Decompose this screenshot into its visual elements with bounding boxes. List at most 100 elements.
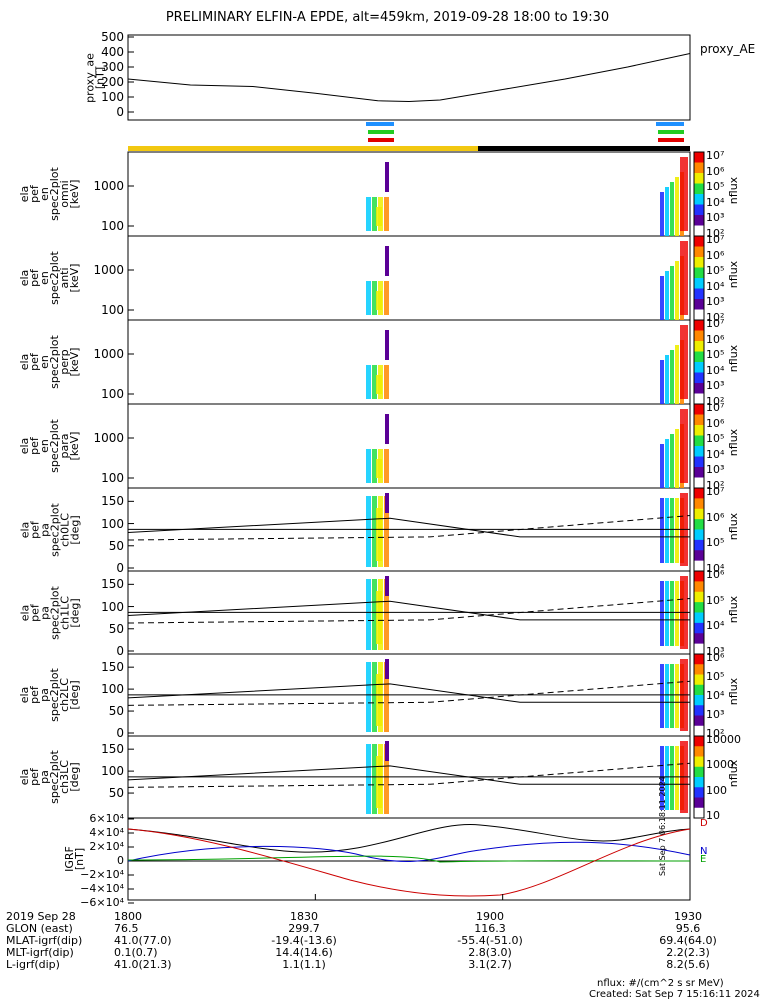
colorbar-segment (694, 777, 704, 788)
colorbar-segment (694, 330, 704, 342)
colorbar-tick-label: 10⁴ (706, 562, 725, 575)
igrf-d-line (127, 828, 691, 897)
colorbar-segment (694, 539, 704, 551)
colorbar-segment (694, 204, 704, 216)
colorbar-tick-label: 10⁵ (706, 670, 725, 683)
colorbar-segment (694, 612, 704, 624)
anti-loss-cone-line (127, 598, 691, 624)
colorbar-segment (694, 288, 704, 300)
spectrogram-pass-2 (660, 746, 664, 810)
colorbar-segment (694, 173, 704, 184)
footer-row-label: 2019 Sep 28 (6, 910, 76, 923)
colorbar-segment (694, 508, 704, 520)
legend-n: N (700, 846, 708, 857)
spectrogram-pass-1 (376, 207, 382, 226)
spectrogram-pass-1 (366, 662, 371, 732)
colorbar-tick-label: 100 (706, 783, 727, 797)
footer-value: 1830 (290, 910, 318, 923)
footer-value: 1.1(1.1) (282, 958, 326, 971)
y-tick-label: 150 (101, 577, 124, 592)
anti-loss-cone-line (127, 680, 691, 706)
colorbar-segment (694, 674, 704, 686)
colorbar-segment (694, 152, 704, 163)
footer-value: 95.6 (675, 922, 701, 935)
spectrogram-pass-1 (372, 744, 377, 814)
spectrogram-pass-1 (385, 162, 389, 192)
y-axis-label: proxy_ae [nT] (83, 52, 106, 103)
spectrogram-pass-2 (660, 498, 664, 563)
colorbar-segment (694, 602, 704, 613)
spectrogram-pass-2 (660, 192, 664, 236)
spectrogram-pass-1 (366, 579, 371, 650)
y-tick-label: 0 (116, 726, 124, 740)
colorbar-tick-label: 10⁷ (706, 233, 725, 246)
colorbar-tick-label: 10⁴ (706, 689, 725, 702)
y-tick-label: 1000 (93, 263, 124, 277)
colorbar-label: nflux (727, 759, 741, 788)
footer-value: 41.0(77.0) (114, 934, 172, 947)
colorbar-segment (694, 320, 704, 331)
colorbar-tick-label: 10⁶ (706, 332, 725, 346)
footer-row-label: L-igrf(dip) (6, 958, 60, 971)
proxy-ae-legend: proxy_AE (700, 42, 756, 56)
colorbar-segment (694, 278, 704, 289)
spectrogram-pass-1 (366, 281, 371, 315)
spectrogram-pass-2 (675, 261, 679, 320)
footer-row-label: GLON (east) (6, 922, 73, 935)
y-axis-label: ela pef en spec2plot perp [keV] (18, 335, 81, 389)
spectrogram-pass-2 (670, 350, 674, 404)
y-axis-label: ela pef pa spec2plot ch3LC [deg] (18, 750, 81, 804)
spectrogram-pass-1 (372, 197, 377, 231)
y-tick-label: 500 (101, 30, 124, 44)
colorbar-frame (693, 735, 705, 819)
legend-d: D (700, 818, 708, 829)
colorbar-segment (694, 684, 704, 696)
colorbar-segment (694, 162, 704, 174)
colorbar-segment (694, 309, 704, 321)
spectrogram-pass-2 (675, 746, 679, 810)
colorbar-segment (694, 236, 704, 247)
colorbar-segment (694, 383, 704, 394)
spectrogram-pass-1 (385, 576, 389, 596)
colorbar-tick-label: 10³ (706, 295, 725, 309)
colorbar-segment (694, 529, 704, 541)
colorbar-segment (694, 664, 704, 675)
spectrogram-pass-2 (660, 360, 664, 404)
spectrogram-pass-2 (665, 187, 669, 236)
panel-frame (127, 403, 691, 489)
y-tick-label: 100 (101, 682, 124, 697)
y-tick-label: 150 (101, 742, 124, 757)
spectrogram-pass-1 (366, 365, 371, 399)
spectrogram-pass-1 (384, 197, 389, 231)
status-bar-green (658, 130, 684, 134)
colorbar-segment (694, 425, 704, 436)
colorbar-tick-label: 10⁶ (706, 651, 725, 664)
colorbar-segment (694, 341, 704, 352)
colorbar-tick-label: 10³ (706, 463, 725, 477)
colorbar-segment (694, 756, 704, 768)
colorbar-tick-label: 10 (706, 809, 720, 822)
y-tick-label: 100 (101, 764, 124, 779)
y-tick-label: −6×10⁴ (80, 896, 124, 909)
y-tick-label: −2×10⁴ (80, 868, 124, 881)
spectrogram-pass-1 (372, 449, 377, 483)
created-stamp: Created: Sat Sep 7 15:16:11 2024 (589, 989, 760, 1000)
spectrogram-pass-2 (660, 444, 664, 488)
colorbar-tick-label: 10² (706, 227, 725, 240)
colorbar-tick-label: 10³ (706, 708, 725, 721)
y-tick-label: 200 (101, 75, 124, 89)
anti-loss-cone-line (127, 515, 691, 541)
colorbar-segment (694, 372, 704, 384)
footer-value: 116.3 (474, 922, 506, 935)
y-tick-label: 1000 (93, 179, 124, 193)
colorbar-segment (694, 560, 704, 572)
footer-value: -55.4(-51.0) (457, 934, 523, 947)
legend-e: E (700, 854, 707, 865)
colorbar-segment (694, 435, 704, 447)
spectrogram-pass-2 (660, 276, 664, 320)
footer-value: 299.7 (288, 922, 320, 935)
colorbar-segment (694, 787, 704, 798)
colorbar-segment (694, 643, 704, 655)
panel-frame (127, 235, 691, 321)
spectrogram-pass-1 (385, 659, 389, 679)
